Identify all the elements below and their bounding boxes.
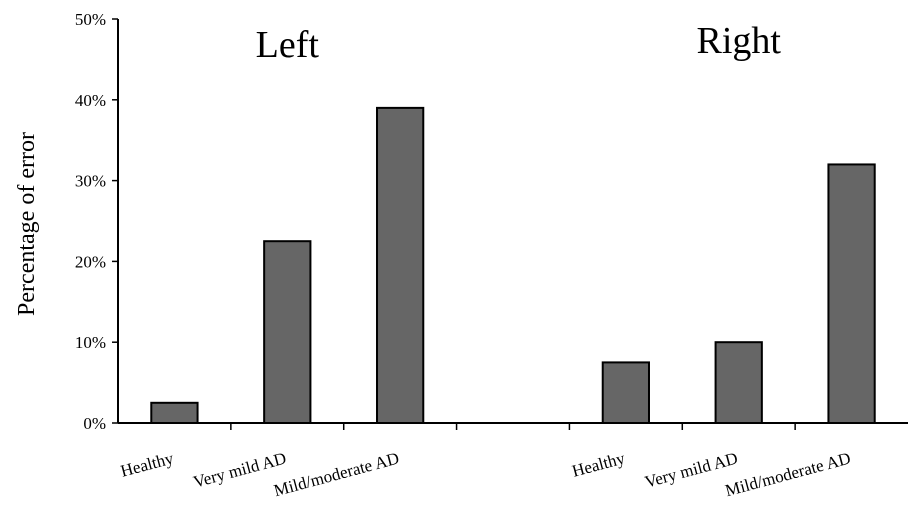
bar: [714, 341, 763, 425]
category-label: Healthy: [119, 448, 176, 480]
y-ticks: 0% 10% 20% 30% 40% 50%: [75, 10, 118, 433]
category-label: Healthy: [570, 448, 627, 480]
y-tick-label: 10%: [75, 333, 106, 352]
panel-label: Left: [256, 24, 320, 66]
category-label: Mild/moderate AD: [723, 449, 852, 501]
y-tick-label: 30%: [75, 172, 106, 191]
axes: [117, 19, 908, 424]
y-tick-label: 50%: [75, 10, 106, 29]
y-tick-label: 0%: [83, 414, 106, 433]
bars: [150, 106, 876, 425]
bar: [601, 361, 650, 424]
y-axis-label: Percentage of error: [14, 132, 40, 316]
bar: [376, 106, 425, 424]
category-label: Mild/moderate AD: [272, 449, 401, 501]
bar: [827, 163, 876, 424]
x-ticks: [230, 423, 796, 430]
panel-label: Right: [696, 20, 781, 62]
bar: [263, 240, 312, 424]
y-tick-label: 20%: [75, 252, 106, 271]
panel-labels: Left Right: [256, 20, 782, 66]
y-tick-label: 40%: [75, 91, 106, 110]
bar: [150, 401, 199, 424]
